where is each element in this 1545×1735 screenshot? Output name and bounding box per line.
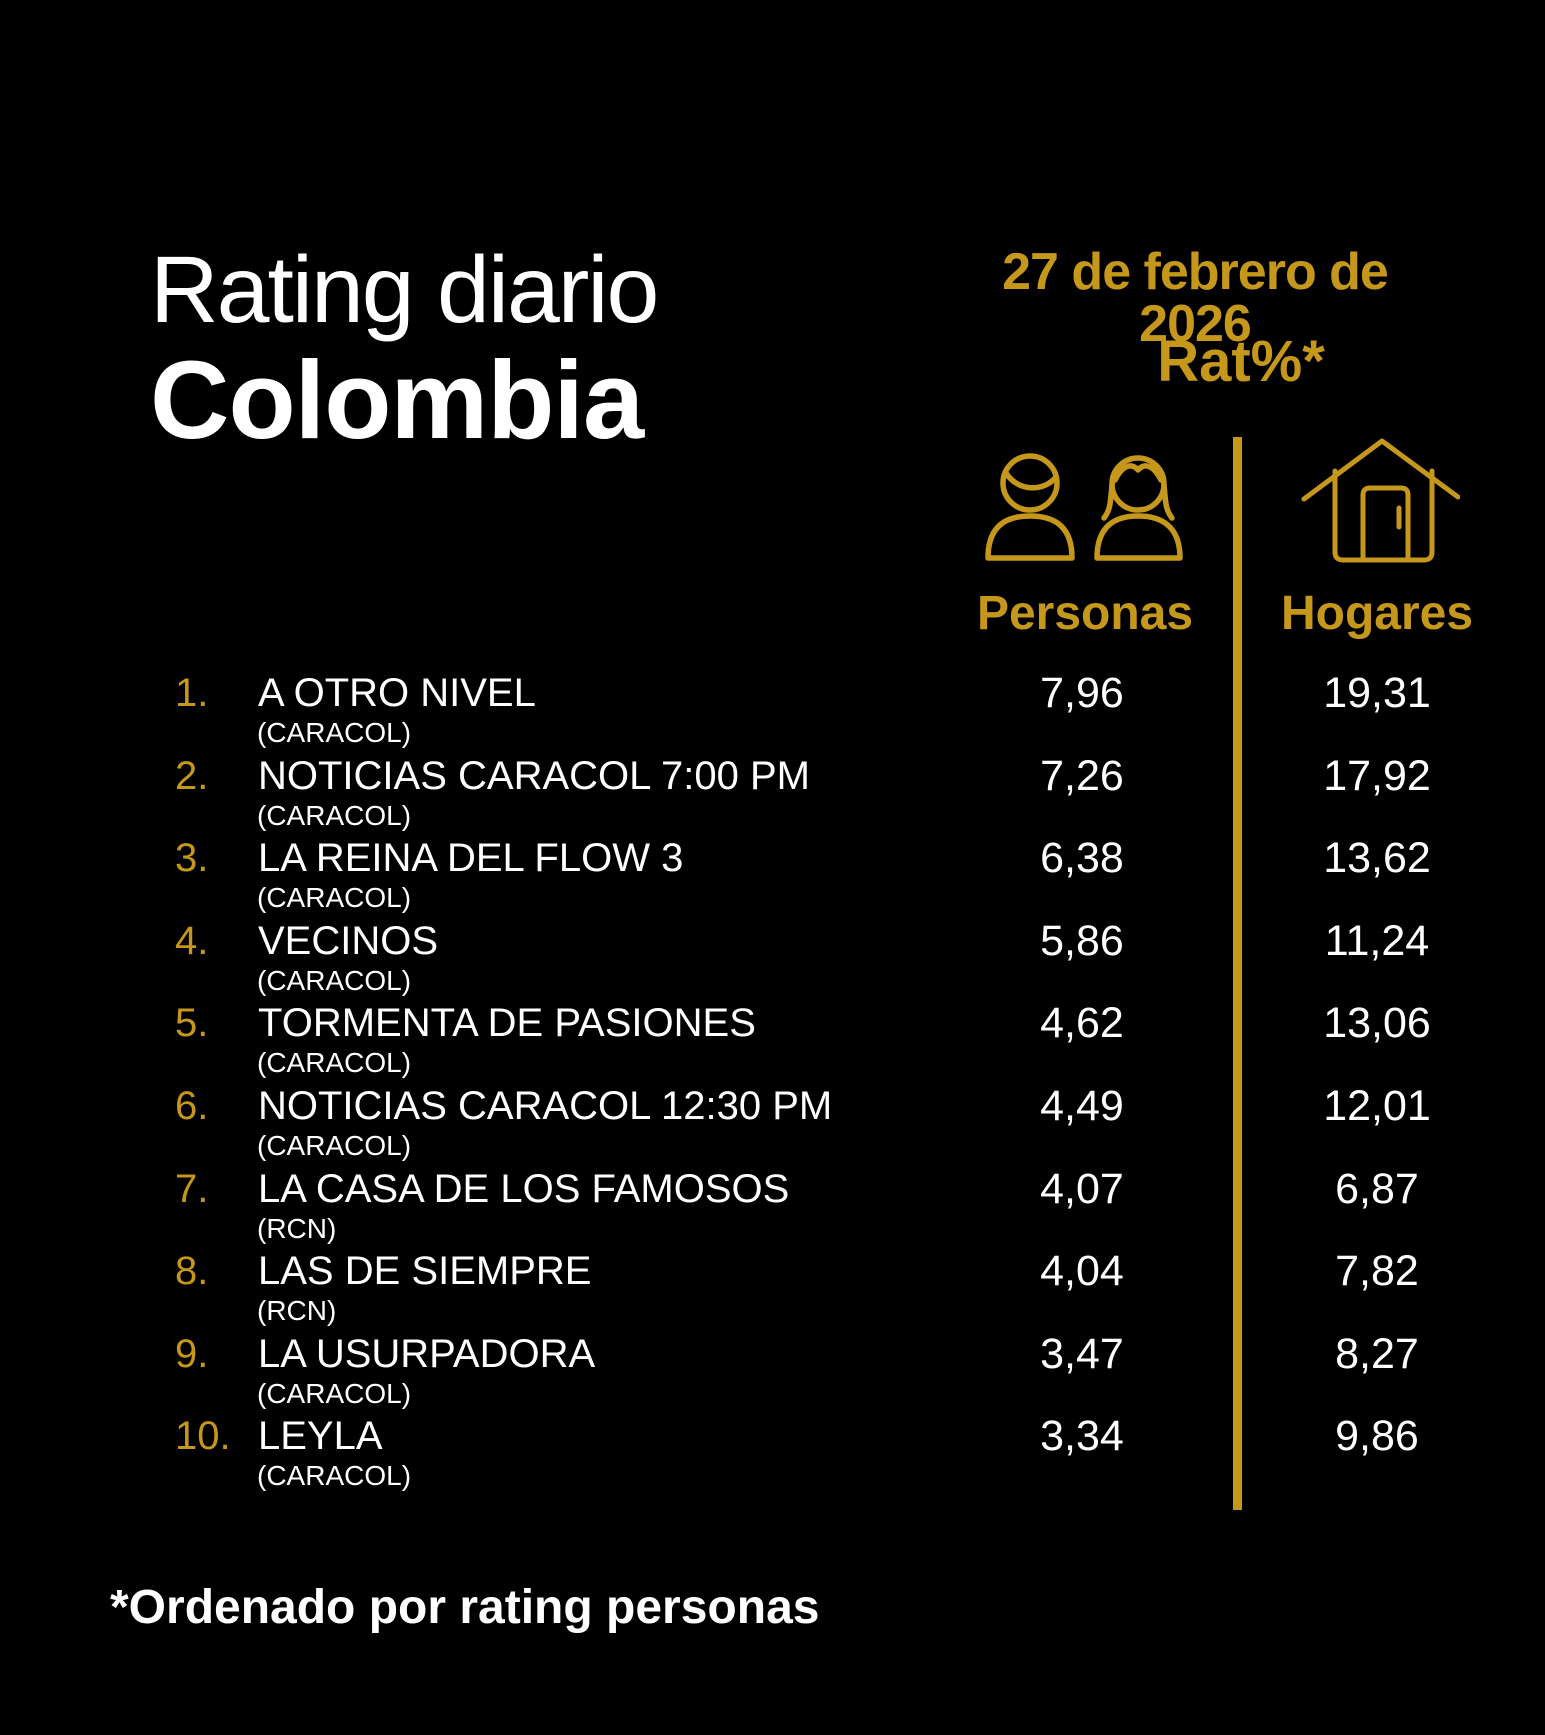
personas-value: 5,86	[1040, 916, 1124, 965]
rank-number: 6.	[175, 1083, 209, 1128]
show-name: LAS DE SIEMPRE	[258, 1249, 592, 1294]
personas-value: 7,96	[1040, 669, 1124, 717]
table-row: 7. LA CASA DE LOS FAMOSOS (RCN) 4,07 6,8…	[0, 1150, 1545, 1244]
personas-value: 4,62	[1040, 999, 1124, 1048]
column-label-hogares: Hogares	[1280, 587, 1474, 640]
table-row: 2. NOTICIAS CARACOL 7:00 PM (CARACOL) 7,…	[0, 737, 1545, 831]
personas-value: 7,26	[1040, 751, 1124, 800]
channel-name: (RCN)	[257, 1212, 337, 1244]
rank-number: 1.	[175, 671, 209, 715]
show-name: LEYLA	[258, 1414, 383, 1459]
rank-number: 10.	[175, 1414, 231, 1459]
show-name: NOTICIAS CARACOL 7:00 PM	[258, 753, 810, 798]
table-row: 1. A OTRO NIVEL (CARACOL) 7,96 19,31	[0, 654, 1545, 748]
page-title-line2: Colombia	[150, 339, 644, 462]
channel-name: (RCN)	[257, 1295, 337, 1327]
channel-name: (CARACOL)	[257, 1377, 412, 1409]
rank-number: 7.	[175, 1166, 209, 1211]
channel-name: (CARACOL)	[257, 799, 412, 831]
metric-label: Rat%*	[1157, 329, 1325, 394]
show-name: NOTICIAS CARACOL 12:30 PM	[258, 1083, 833, 1128]
channel-name: (CARACOL)	[257, 1129, 412, 1161]
rank-number: 5.	[175, 1001, 209, 1046]
hogares-value: 7,82	[1335, 1247, 1419, 1296]
channel-name: (CARACOL)	[257, 717, 412, 748]
hogares-value: 9,86	[1335, 1412, 1419, 1461]
house-icon	[1300, 435, 1460, 565]
hogares-value: 12,01	[1323, 1081, 1431, 1130]
rank-number: 2.	[175, 753, 209, 798]
footnote: *Ordenado por rating personas	[110, 1581, 820, 1634]
table-row: 6. NOTICIAS CARACOL 12:30 PM (CARACOL) 4…	[0, 1067, 1545, 1161]
hogares-value: 8,27	[1335, 1329, 1419, 1378]
table-row: 4. VECINOS (CARACOL) 5,86 11,24	[0, 902, 1545, 996]
hogares-value: 17,92	[1323, 751, 1431, 800]
hogares-value: 11,24	[1324, 916, 1430, 965]
show-name: VECINOS	[258, 918, 439, 963]
man-woman-icon	[960, 420, 1210, 580]
table-row: 5. TORMENTA DE PASIONES (CARACOL) 4,62 1…	[0, 984, 1545, 1078]
personas-value: 4,04	[1040, 1247, 1124, 1296]
column-label-personas: Personas	[976, 587, 1194, 640]
show-name: LA REINA DEL FLOW 3	[258, 836, 684, 881]
rank-number: 8.	[175, 1249, 209, 1294]
personas-value: 6,38	[1040, 834, 1124, 883]
page-title-line1: Rating diario	[150, 237, 659, 343]
show-name: TORMENTA DE PASIONES	[258, 1001, 756, 1046]
personas-value: 4,07	[1040, 1164, 1124, 1213]
table-row: 9. LA USURPADORA (CARACOL) 3,47 8,27	[0, 1315, 1545, 1409]
channel-name: (CARACOL)	[257, 1047, 412, 1079]
table-row: 10. LEYLA (CARACOL) 3,34 9,86	[0, 1397, 1545, 1491]
hogares-value: 13,06	[1323, 999, 1431, 1048]
report-date: 27 de febrero de 2026	[1002, 243, 1389, 353]
show-name: LA USURPADORA	[258, 1331, 596, 1376]
channel-name: (CARACOL)	[257, 882, 412, 914]
personas-value: 4,49	[1040, 1081, 1124, 1130]
show-name: A OTRO NIVEL	[258, 671, 536, 715]
show-name: LA CASA DE LOS FAMOSOS	[258, 1166, 790, 1211]
rank-number: 3.	[175, 836, 209, 881]
personas-value: 3,34	[1040, 1412, 1124, 1461]
channel-name: (CARACOL)	[257, 1460, 412, 1492]
personas-value: 3,47	[1040, 1329, 1124, 1378]
rank-number: 4.	[175, 918, 209, 963]
rank-number: 9.	[175, 1331, 209, 1376]
hogares-value: 6,87	[1335, 1164, 1419, 1213]
column-divider	[1233, 437, 1242, 1510]
channel-name: (CARACOL)	[257, 964, 412, 996]
table-row: 3. LA REINA DEL FLOW 3 (CARACOL) 6,38 13…	[0, 819, 1545, 913]
ranking-list: 1. A OTRO NIVEL (CARACOL) 7,96 19,31 2. …	[0, 654, 1545, 1491]
hogares-value: 13,62	[1323, 834, 1431, 883]
hogares-value: 19,31	[1323, 669, 1431, 717]
table-row: 8. LAS DE SIEMPRE (RCN) 4,04 7,82	[0, 1232, 1545, 1326]
